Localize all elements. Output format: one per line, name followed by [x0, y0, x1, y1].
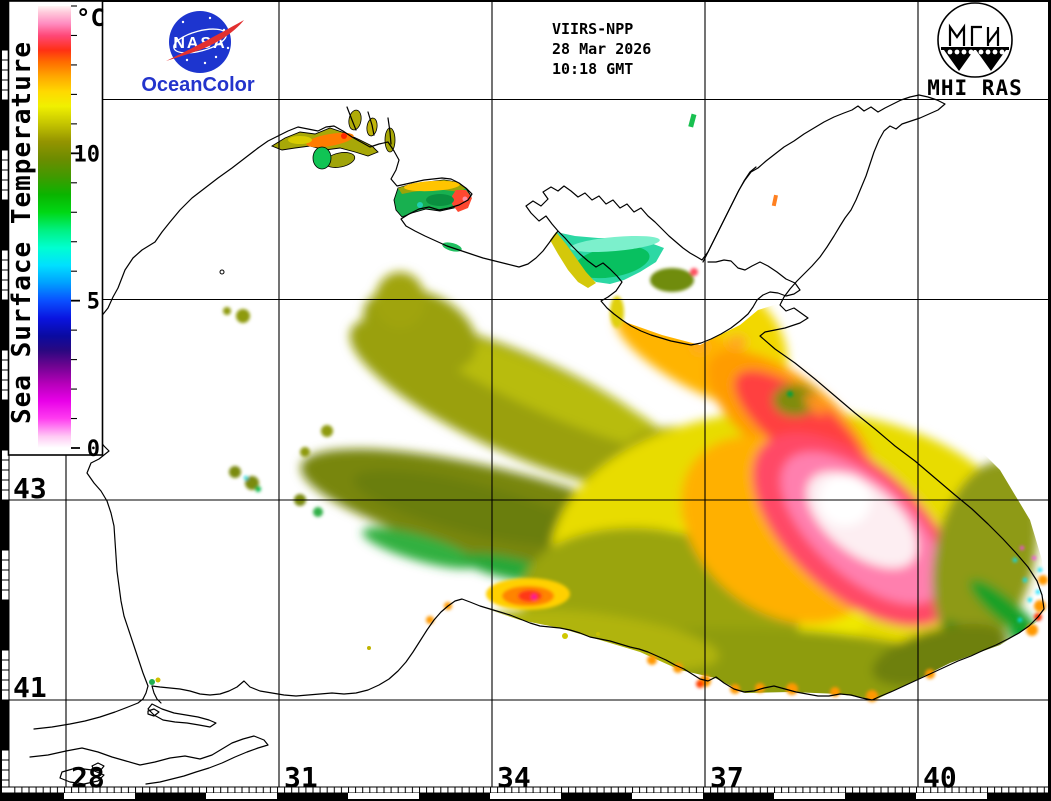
axis-labels: 43 41 28 31 34 37 40 [13, 472, 957, 794]
sst-data-field [300, 272, 1046, 700]
colorbar-tick-label: 0 [87, 437, 100, 462]
coast-marmara-izmit [147, 703, 217, 728]
coast-azov-caucasus-turkey [151, 94, 1045, 701]
scene-date: 28 Mar 2026 [552, 40, 651, 58]
nasa-stars [174, 16, 230, 65]
lon-label-34: 34 [497, 761, 531, 794]
coast-northwest-limans [257, 125, 757, 268]
lon-label-31: 31 [284, 761, 318, 794]
mhi-wave-left [944, 50, 974, 71]
satellite-name: VIIRS-NPP [552, 20, 633, 38]
oceancolor-label: OceanColor [141, 74, 255, 96]
scene-time: 10:18 GMT [552, 60, 633, 78]
coast-marmara-south [29, 735, 269, 785]
coast-bosphorus [33, 685, 149, 730]
colorbar-title: Sea Surface Temperature [7, 41, 37, 424]
colorbar-tick-label: 10 [74, 142, 101, 167]
colorbar-ticks: 0 5 10 [71, 5, 101, 462]
graticule [9, 2, 1048, 787]
lon-label-37: 37 [710, 761, 744, 794]
mhi-wave-right [976, 50, 1006, 71]
snake-island [219, 269, 225, 275]
lat-label-43: 43 [13, 472, 47, 505]
coast-crimea [557, 230, 801, 346]
colorbar-gradient [38, 6, 71, 448]
nasa-logo: NASA OceanColor [141, 11, 255, 96]
mhi-wave-scallops [947, 49, 1005, 55]
colorbar-tick-label: 5 [87, 290, 100, 315]
mhi-emblem-letters [948, 23, 1000, 46]
lon-label-40: 40 [923, 761, 957, 794]
mhi-ras-logo: MHI RAS [927, 2, 1023, 100]
colorbar-unit: °C [76, 4, 105, 32]
scene-header: VIIRS-NPP 28 Mar 2026 10:18 GMT [552, 20, 651, 78]
lat-label-41: 41 [13, 671, 47, 704]
mhi-label: MHI RAS [927, 76, 1023, 100]
colorbar-panel: 0 5 10 °C Sea Surface Temperature [7, 0, 105, 462]
lon-label-28: 28 [71, 761, 105, 794]
